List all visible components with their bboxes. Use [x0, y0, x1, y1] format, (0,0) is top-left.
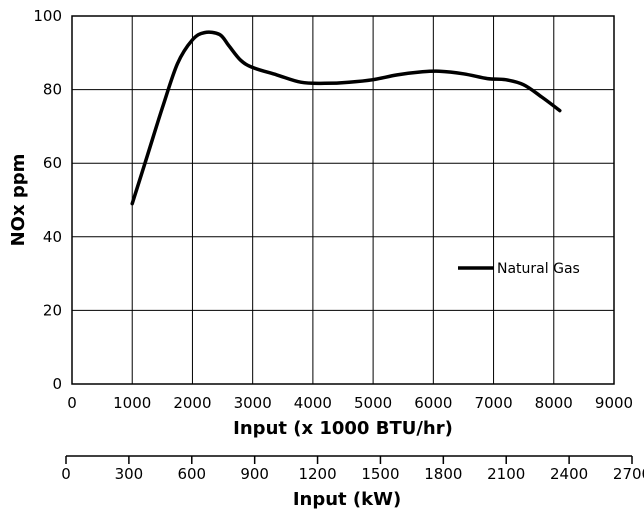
- y-tick-label: 20: [43, 301, 62, 319]
- x-tick-label: 2000: [173, 394, 211, 412]
- x-tick-label: 0: [67, 394, 77, 412]
- plot-frame: [71, 15, 615, 385]
- y-tick-label: 100: [33, 7, 62, 25]
- legend: Natural Gas: [458, 261, 580, 277]
- series-line-natural-gas: [130, 30, 562, 206]
- legend-label: Natural Gas: [497, 261, 580, 277]
- secondary-x-tick-label: 2700: [613, 465, 644, 483]
- secondary-x-tick-label: 1500: [361, 465, 399, 483]
- x-tick-label: 1000: [113, 394, 151, 412]
- y-tick-label: 0: [52, 375, 62, 393]
- x-tick-label: 9000: [595, 394, 633, 412]
- x-tick-label: 3000: [234, 394, 272, 412]
- series-layer: [130, 30, 562, 206]
- x-tick-label: 7000: [474, 394, 512, 412]
- secondary-x-tick-label: 2400: [550, 465, 588, 483]
- secondary-x-tick-label: 600: [177, 465, 206, 483]
- x-tick-label: 5000: [354, 394, 392, 412]
- y-tick-labels: 0 20 40 60 80 100: [33, 7, 62, 393]
- secondary-x-axis-title: Input (kW): [293, 489, 401, 510]
- x-tick-label: 4000: [294, 394, 332, 412]
- secondary-x-tick-label: 300: [115, 465, 144, 483]
- x-axis-title: Input (x 1000 BTU/hr): [233, 418, 453, 439]
- x-tick-labels: 0 1000 2000 3000 4000 5000 6000 7000 8000 9000: [67, 394, 633, 412]
- secondary-x-tick-label: 900: [240, 465, 269, 483]
- y-axis-title: NOx ppm: [8, 154, 29, 247]
- y-tick-label: 40: [43, 228, 62, 246]
- secondary-x-tick-label: 1200: [298, 465, 336, 483]
- secondary-x-tick-label: 1800: [424, 465, 462, 483]
- x-tick-label: 8000: [535, 394, 573, 412]
- x-tick-label: 6000: [414, 394, 452, 412]
- y-tick-label: 80: [43, 81, 62, 99]
- y-tick-label: 60: [43, 154, 62, 172]
- grid-lines: [72, 16, 614, 384]
- secondary-x-tick-label: 2100: [487, 465, 525, 483]
- secondary-x-axis: 0 300 600 900 1200 1500 1800 2100 2400 2700: [61, 455, 644, 483]
- secondary-x-tick-label: 0: [61, 465, 71, 483]
